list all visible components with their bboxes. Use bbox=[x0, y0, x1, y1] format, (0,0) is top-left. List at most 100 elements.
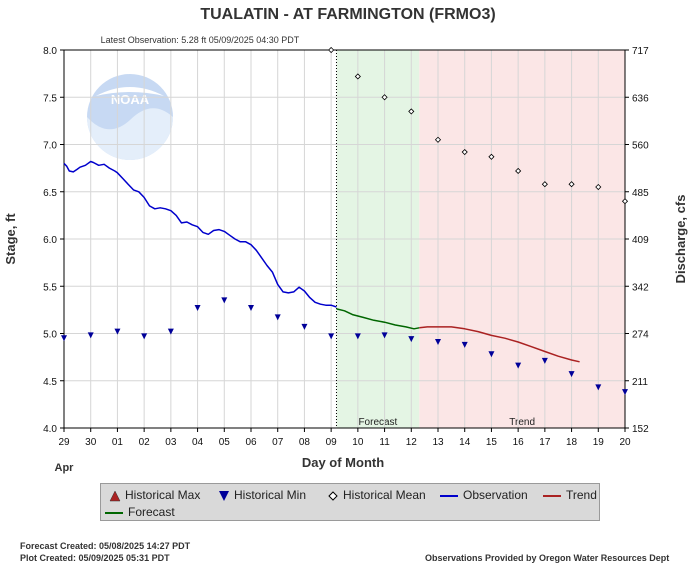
svg-text:NOAA: NOAA bbox=[111, 92, 150, 107]
historical-min-point bbox=[328, 333, 335, 340]
x-axis-label: Day of Month bbox=[302, 455, 384, 470]
x-tick-label: 18 bbox=[566, 437, 578, 448]
chart-legend: Historical Max Historical Min Historical… bbox=[100, 483, 600, 521]
legend-label-forecast: Forecast bbox=[128, 505, 175, 519]
x-tick-label: 16 bbox=[513, 437, 525, 448]
y-right-tick-label: 636 bbox=[632, 93, 649, 104]
historical-min-point bbox=[595, 384, 602, 391]
y-left-tick-label: 7.0 bbox=[43, 141, 57, 152]
forecast-line bbox=[336, 308, 420, 330]
historical-min-point bbox=[301, 323, 308, 330]
legend-label-historical-min: Historical Min bbox=[234, 488, 307, 502]
x-tick-label: 06 bbox=[245, 437, 257, 448]
legend-observation: Observation bbox=[439, 488, 528, 502]
x-tick-label: 30 bbox=[85, 437, 97, 448]
historical-mean-point bbox=[488, 153, 495, 160]
x-tick-label: 20 bbox=[619, 437, 631, 448]
x-tick-label: 29 bbox=[58, 437, 70, 448]
historical-mean-point bbox=[434, 136, 442, 143]
historical-min-point bbox=[568, 371, 575, 378]
y-left-tick-label: 4.0 bbox=[43, 424, 57, 435]
x-tick-label: 08 bbox=[299, 437, 311, 448]
x-tick-label: 05 bbox=[219, 437, 231, 448]
y-left-tick-label: 5.0 bbox=[43, 330, 57, 341]
region-label-forecast: Forecast bbox=[358, 417, 397, 428]
historical-min-point bbox=[274, 314, 281, 321]
noaa-logo: NOAA bbox=[87, 74, 173, 160]
historical-mean-point bbox=[595, 183, 602, 191]
historical-mean-point bbox=[408, 108, 415, 115]
historical-mean-point bbox=[381, 94, 388, 101]
y-left-tick-label: 5.5 bbox=[43, 282, 57, 293]
historical-min-point bbox=[114, 328, 121, 335]
historical-min-point bbox=[515, 362, 522, 369]
x-tick-label: 13 bbox=[432, 437, 444, 448]
trend-line bbox=[419, 326, 580, 363]
legend-historical-max: Historical Max bbox=[109, 488, 200, 502]
historical-min-point bbox=[167, 328, 174, 335]
legend-label-observation: Observation bbox=[463, 488, 528, 502]
legend-trend: Trend bbox=[542, 488, 597, 502]
historical-min-point bbox=[381, 332, 388, 339]
x-tick-label: 09 bbox=[326, 437, 338, 448]
legend-label-trend: Trend bbox=[566, 488, 597, 502]
historical-mean-point bbox=[328, 46, 335, 54]
y-axis-label-right: Discharge, cfs bbox=[673, 195, 688, 284]
y-left-tick-label: 8.0 bbox=[43, 46, 57, 57]
x-tick-label: 15 bbox=[486, 437, 498, 448]
y-right-tick-label: 485 bbox=[632, 188, 649, 199]
historical-mean-point bbox=[621, 198, 629, 205]
y-right-tick-label: 409 bbox=[632, 235, 649, 246]
chart-subtitle: Latest Observation: 5.28 ft 05/09/2025 0… bbox=[101, 35, 300, 45]
legend-forecast: Forecast bbox=[104, 505, 175, 519]
x-tick-label: 12 bbox=[406, 437, 418, 448]
x-month-label: Apr bbox=[55, 462, 75, 474]
y-right-tick-label: 274 bbox=[632, 330, 649, 341]
plot-created-text: Plot Created: 05/09/2025 05:31 PDT bbox=[20, 553, 170, 563]
x-tick-label: 02 bbox=[139, 437, 151, 448]
historical-min-point bbox=[541, 357, 548, 364]
y-left-tick-label: 6.0 bbox=[43, 235, 57, 246]
y-axis-label-left: Stage, ft bbox=[3, 213, 18, 265]
x-tick-label: 07 bbox=[272, 437, 284, 448]
legend-historical-mean: Historical Mean bbox=[327, 488, 426, 502]
y-left-tick-label: 7.5 bbox=[43, 93, 57, 104]
y-right-tick-label: 211 bbox=[632, 377, 648, 388]
x-tick-label: 04 bbox=[192, 437, 204, 448]
y-right-tick-label: 342 bbox=[632, 282, 649, 293]
historical-min-point bbox=[61, 335, 67, 342]
historical-min-point bbox=[435, 339, 441, 346]
forecast-created-text: Forecast Created: 05/08/2025 14:27 PDT bbox=[20, 541, 191, 551]
historical-min-point bbox=[87, 332, 94, 339]
x-tick-label: 19 bbox=[593, 437, 605, 448]
historical-min-point bbox=[354, 333, 361, 340]
historical-min-point bbox=[408, 336, 415, 343]
x-tick-label: 17 bbox=[539, 437, 551, 448]
y-right-tick-label: 560 bbox=[632, 141, 649, 152]
historical-mean-point bbox=[354, 73, 361, 80]
legend-label-historical-max: Historical Max bbox=[125, 488, 201, 502]
historical-mean-point bbox=[541, 181, 548, 188]
historical-min-point bbox=[622, 389, 628, 396]
historical-mean-point bbox=[568, 181, 575, 188]
historical-min-point bbox=[488, 351, 495, 358]
data-credit-text: Observations Provided by Oregon Water Re… bbox=[425, 553, 670, 563]
region-label-trend: Trend bbox=[509, 417, 535, 428]
x-tick-label: 14 bbox=[459, 437, 471, 448]
historical-min-point bbox=[221, 297, 228, 304]
y-left-tick-label: 4.5 bbox=[43, 377, 57, 388]
legend-label-historical-mean: Historical Mean bbox=[343, 488, 426, 502]
historical-min-point bbox=[141, 333, 148, 340]
x-tick-label: 10 bbox=[352, 437, 364, 448]
x-tick-label: 01 bbox=[112, 437, 124, 448]
y-right-tick-label: 152 bbox=[632, 424, 649, 435]
x-tick-label: 11 bbox=[379, 437, 390, 448]
historical-mean-point bbox=[515, 167, 522, 175]
x-tick-label: 03 bbox=[165, 437, 177, 448]
y-right-tick-label: 717 bbox=[632, 46, 649, 57]
historical-min-point bbox=[194, 304, 201, 311]
historical-min-point bbox=[461, 341, 468, 348]
historical-min-point bbox=[248, 304, 254, 311]
legend-historical-min: Historical Min bbox=[218, 488, 306, 502]
